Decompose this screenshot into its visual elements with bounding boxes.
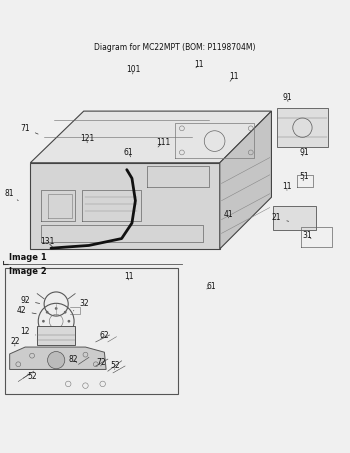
FancyBboxPatch shape xyxy=(37,327,75,345)
Circle shape xyxy=(42,320,45,323)
Polygon shape xyxy=(276,108,328,147)
Text: 11: 11 xyxy=(124,272,133,281)
Circle shape xyxy=(46,311,49,313)
Text: 42: 42 xyxy=(17,306,36,315)
Text: 11: 11 xyxy=(282,183,292,191)
Text: 91: 91 xyxy=(282,93,292,102)
Text: 101: 101 xyxy=(126,65,141,74)
Text: 111: 111 xyxy=(156,138,170,147)
Text: 71: 71 xyxy=(20,124,38,134)
Text: 61: 61 xyxy=(124,148,133,157)
Text: 82: 82 xyxy=(69,355,78,364)
Text: Image 2: Image 2 xyxy=(9,267,47,276)
Text: 121: 121 xyxy=(80,134,94,143)
Text: 12: 12 xyxy=(20,327,35,336)
Text: 92: 92 xyxy=(20,296,40,305)
Polygon shape xyxy=(220,111,272,249)
Text: 11: 11 xyxy=(229,72,238,82)
Circle shape xyxy=(55,333,57,335)
Polygon shape xyxy=(10,347,106,370)
Text: 52: 52 xyxy=(27,372,37,381)
Text: Image 1: Image 1 xyxy=(9,253,47,262)
Circle shape xyxy=(64,329,66,332)
Text: 81: 81 xyxy=(5,189,18,201)
Text: 31: 31 xyxy=(303,231,313,240)
Text: 72: 72 xyxy=(96,358,106,367)
Text: 11: 11 xyxy=(194,60,204,69)
Text: 22: 22 xyxy=(10,337,20,347)
Title: Diagram for MC22MPT (BOM: P1198704M): Diagram for MC22MPT (BOM: P1198704M) xyxy=(94,43,256,52)
Text: 32: 32 xyxy=(74,299,89,311)
Circle shape xyxy=(55,307,57,310)
Polygon shape xyxy=(30,111,272,163)
Text: 61: 61 xyxy=(206,282,216,291)
Text: 52: 52 xyxy=(110,361,120,371)
Circle shape xyxy=(64,311,66,313)
FancyBboxPatch shape xyxy=(5,268,178,394)
Text: 21: 21 xyxy=(272,213,289,222)
Text: 41: 41 xyxy=(224,210,233,219)
Polygon shape xyxy=(30,163,220,249)
Circle shape xyxy=(68,320,70,323)
Text: 62: 62 xyxy=(100,331,109,339)
Text: 51: 51 xyxy=(299,172,309,181)
Circle shape xyxy=(48,352,65,369)
Text: 91: 91 xyxy=(299,148,309,157)
Circle shape xyxy=(46,329,49,332)
Text: 131: 131 xyxy=(40,237,55,247)
Polygon shape xyxy=(273,206,316,230)
